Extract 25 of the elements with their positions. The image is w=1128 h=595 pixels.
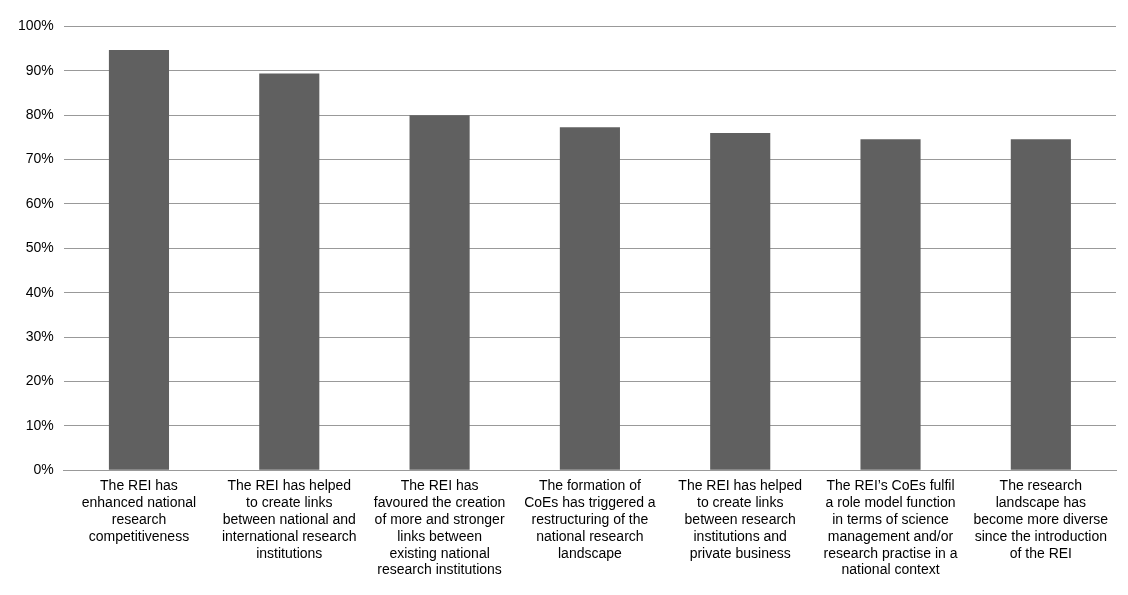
y-tick-label: 80% bbox=[25, 106, 54, 123]
x-tick-label: The research landscape has become more diverse since the introduction of the REI bbox=[973, 477, 1109, 561]
x-tick-label: The REI has helped to create links between national and international research institutions bbox=[221, 477, 357, 561]
bar bbox=[1010, 139, 1071, 470]
y-tick-label: 50% bbox=[25, 239, 54, 256]
y-tick-label: 20% bbox=[25, 372, 54, 389]
y-tick-label: 10% bbox=[25, 416, 54, 433]
y-tick-label: 60% bbox=[25, 194, 54, 211]
x-tick-label: The REI has enhanced national research competitiveness bbox=[81, 477, 197, 544]
bar bbox=[710, 132, 771, 470]
bar bbox=[108, 49, 170, 470]
bar bbox=[409, 115, 470, 470]
y-tick-label: 40% bbox=[25, 283, 54, 300]
bar bbox=[860, 139, 921, 470]
y-tick-label: 90% bbox=[25, 61, 54, 78]
bar bbox=[559, 127, 620, 470]
bar bbox=[259, 73, 320, 470]
y-tick-label: 0% bbox=[33, 461, 54, 478]
x-tick-label: The REI has favoured the creation of more and stronger links between existing national research institutions bbox=[373, 477, 506, 578]
x-tick-label: The REI has helped to create links between research institutions and private business bbox=[678, 477, 803, 561]
y-tick-label: 30% bbox=[25, 327, 54, 344]
x-tick-label: The formation of CoEs has triggered a restructuring of the national research landscape bbox=[524, 477, 656, 561]
x-tick-label: The REI’s CoEs fulfil a role model function in terms of science management and/or research practise in a national context bbox=[823, 477, 958, 578]
y-tick-label: 70% bbox=[25, 150, 54, 167]
y-tick-label: 100% bbox=[17, 17, 54, 34]
